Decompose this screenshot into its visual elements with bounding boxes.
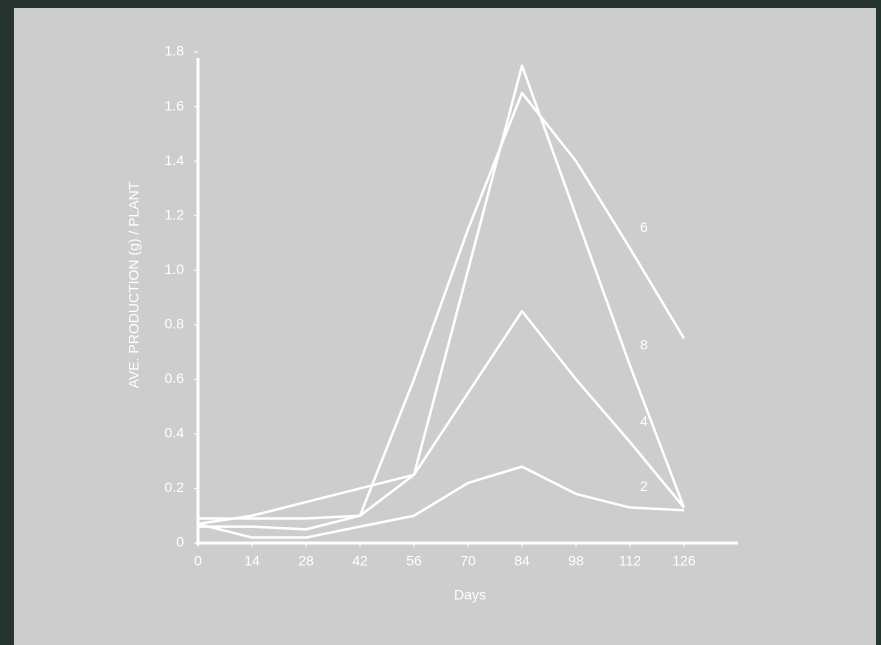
x-axis-title: Days bbox=[454, 587, 486, 603]
y-tick-label: 1.4 bbox=[165, 152, 185, 168]
x-tick-label: 0 bbox=[194, 553, 202, 569]
y-tick-label: 1.8 bbox=[165, 43, 185, 59]
series-line bbox=[198, 64, 686, 520]
series-label: 6 bbox=[640, 219, 648, 235]
series-line bbox=[197, 309, 685, 526]
x-tick-label: 98 bbox=[568, 553, 584, 569]
x-tick-label: 84 bbox=[514, 553, 530, 569]
y-tick-label: 0.4 bbox=[165, 425, 185, 441]
series-label: 2 bbox=[640, 478, 648, 494]
series-line bbox=[197, 465, 685, 539]
series-line bbox=[198, 91, 686, 531]
x-tick-label: 112 bbox=[619, 553, 642, 569]
x-tick-label: 28 bbox=[298, 553, 314, 569]
y-tick-label: 1.6 bbox=[165, 97, 185, 113]
x-tick-label: 14 bbox=[244, 553, 260, 569]
x-tick-label: 56 bbox=[406, 553, 422, 569]
y-axis-title: AVE. PRODUCTION (g) / PLANT bbox=[126, 181, 142, 388]
series-label: 8 bbox=[640, 336, 648, 352]
x-tick-label: 42 bbox=[352, 553, 368, 569]
y-tick-label: 0 bbox=[176, 534, 184, 550]
panel bbox=[14, 8, 876, 645]
y-tick-label: 1.2 bbox=[165, 206, 185, 222]
x-tick-label: 126 bbox=[672, 553, 696, 569]
y-tick-label: 0.8 bbox=[165, 315, 185, 331]
y-tick-label: 0.2 bbox=[165, 479, 185, 495]
y-tick-label: 1.0 bbox=[165, 261, 185, 277]
x-tick-label: 70 bbox=[460, 553, 476, 569]
y-tick-label: 0.6 bbox=[165, 370, 185, 386]
series-label: 4 bbox=[640, 413, 648, 429]
